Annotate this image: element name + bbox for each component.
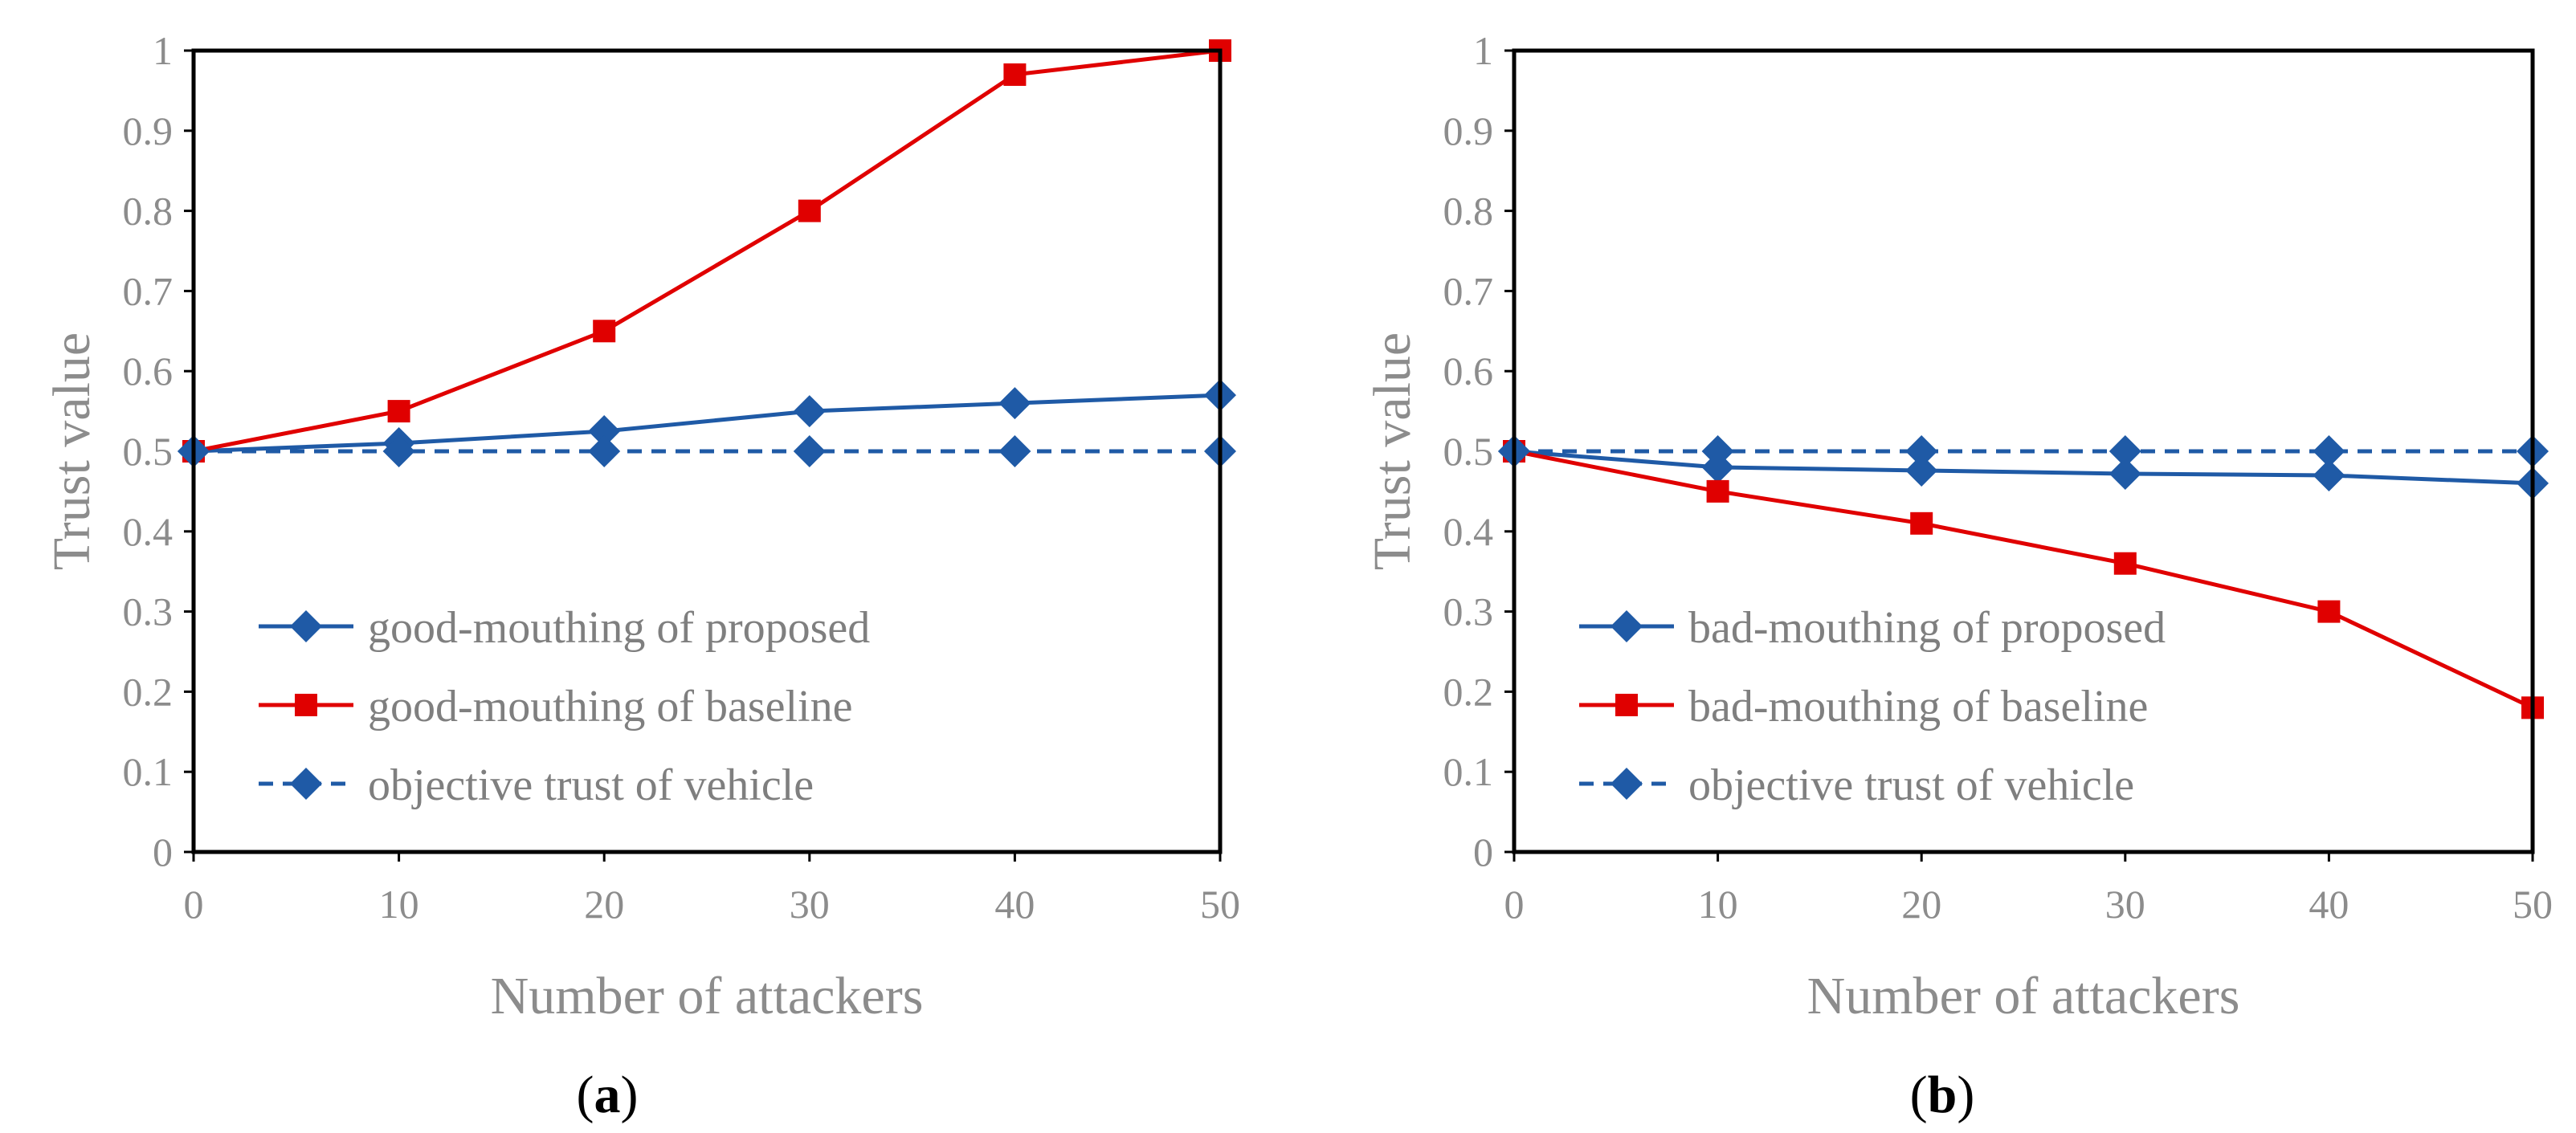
legend-marker xyxy=(295,694,317,716)
y-tick-label: 0.7 xyxy=(1443,268,1494,313)
data-point xyxy=(1003,63,1027,86)
y-tick-label: 0.8 xyxy=(123,189,174,234)
legend-marker xyxy=(1615,694,1638,716)
data-point xyxy=(1701,435,1734,467)
y-tick-label: 0.4 xyxy=(123,509,174,554)
series-line-1 xyxy=(1513,449,2534,710)
data-point xyxy=(793,395,826,428)
data-point xyxy=(998,387,1031,420)
y-tick-label: 0.7 xyxy=(123,268,174,313)
series-line-0 xyxy=(193,393,1221,454)
legend-label: good-mouthing of baseline xyxy=(368,682,852,732)
data-point xyxy=(2313,435,2345,467)
legend-marker xyxy=(290,768,322,800)
panel-label: (a) xyxy=(577,1066,639,1124)
legend-marker xyxy=(290,610,322,642)
data-point xyxy=(1905,454,1938,487)
y-tick-label: 0.2 xyxy=(123,669,174,714)
x-tick-label: 50 xyxy=(1200,882,1240,927)
x-tick-label: 0 xyxy=(1504,882,1525,927)
y-tick-label: 0 xyxy=(153,829,173,874)
data-point xyxy=(1905,435,1938,467)
x-tick-label: 10 xyxy=(1698,882,1738,927)
data-point xyxy=(2109,457,2141,490)
data-point xyxy=(593,320,616,343)
panel-label: (b) xyxy=(1910,1066,1975,1124)
y-tick-label: 0.6 xyxy=(123,348,174,393)
data-point xyxy=(1706,479,1729,503)
legend-label: objective trust of vehicle xyxy=(1688,760,2134,810)
y-tick-label: 0.4 xyxy=(1443,509,1494,554)
data-point xyxy=(387,400,410,423)
y-tick-label: 0.5 xyxy=(1443,429,1494,474)
y-tick-label: 0.8 xyxy=(1443,189,1494,234)
x-tick-label: 0 xyxy=(184,882,204,927)
data-point xyxy=(2109,435,2141,467)
legend-label: objective trust of vehicle xyxy=(368,760,814,810)
x-tick-label: 50 xyxy=(2513,882,2553,927)
legend-marker xyxy=(1611,768,1643,800)
y-axis-title: Trust value xyxy=(1363,332,1422,570)
legend-label: bad-mouthing of baseline xyxy=(1688,682,2148,732)
series-line-0 xyxy=(1513,449,2533,486)
legend-label: good-mouthing of proposed xyxy=(368,603,870,653)
data-point xyxy=(793,435,826,467)
x-tick-label: 30 xyxy=(2105,882,2145,927)
y-tick-label: 0.2 xyxy=(1443,669,1494,714)
data-point xyxy=(588,435,621,467)
x-tick-label: 20 xyxy=(584,882,624,927)
series-line-1 xyxy=(193,48,1221,454)
legend-marker xyxy=(1611,610,1643,642)
x-tick-label: 20 xyxy=(1901,882,1941,927)
data-point xyxy=(1910,511,1933,535)
data-point xyxy=(798,199,821,222)
y-tick-label: 0.5 xyxy=(123,429,174,474)
y-tick-label: 1 xyxy=(1473,28,1493,73)
y-tick-label: 0.1 xyxy=(1443,749,1494,794)
x-tick-label: 40 xyxy=(2309,882,2349,927)
data-point xyxy=(998,435,1031,467)
data-point xyxy=(588,415,621,448)
y-tick-label: 0.9 xyxy=(1443,108,1494,153)
plot-area-frame xyxy=(1512,48,2535,854)
data-point xyxy=(2313,458,2345,491)
data-point xyxy=(382,435,415,467)
chart-panel-a: 00.10.20.30.40.50.60.70.80.910 10 20 30 40 50… xyxy=(43,28,1240,1124)
data-point xyxy=(2317,600,2341,623)
x-axis-title: Number of attackers xyxy=(491,967,924,1025)
y-tick-label: 0 xyxy=(1473,829,1493,874)
y-tick-label: 0.3 xyxy=(1443,589,1494,634)
x-tick-label: 10 xyxy=(379,882,419,927)
legend-label: bad-mouthing of proposed xyxy=(1688,603,2166,653)
chart-panel-b: 00.10.20.30.40.50.60.70.80.910 10 20 30 40 50… xyxy=(1363,28,2553,1124)
y-tick-label: 1 xyxy=(153,28,173,73)
plot-area-frame xyxy=(191,48,1223,854)
y-tick-label: 0.9 xyxy=(123,108,174,153)
y-tick-label: 0.6 xyxy=(1443,348,1494,393)
x-axis-title: Number of attackers xyxy=(1807,967,2240,1025)
y-tick-label: 0.3 xyxy=(123,589,174,634)
y-axis-title: Trust value xyxy=(43,332,101,570)
x-tick-label: 40 xyxy=(994,882,1035,927)
x-tick-label: 30 xyxy=(790,882,830,927)
y-tick-label: 0.1 xyxy=(123,749,174,794)
data-point xyxy=(2113,552,2137,575)
